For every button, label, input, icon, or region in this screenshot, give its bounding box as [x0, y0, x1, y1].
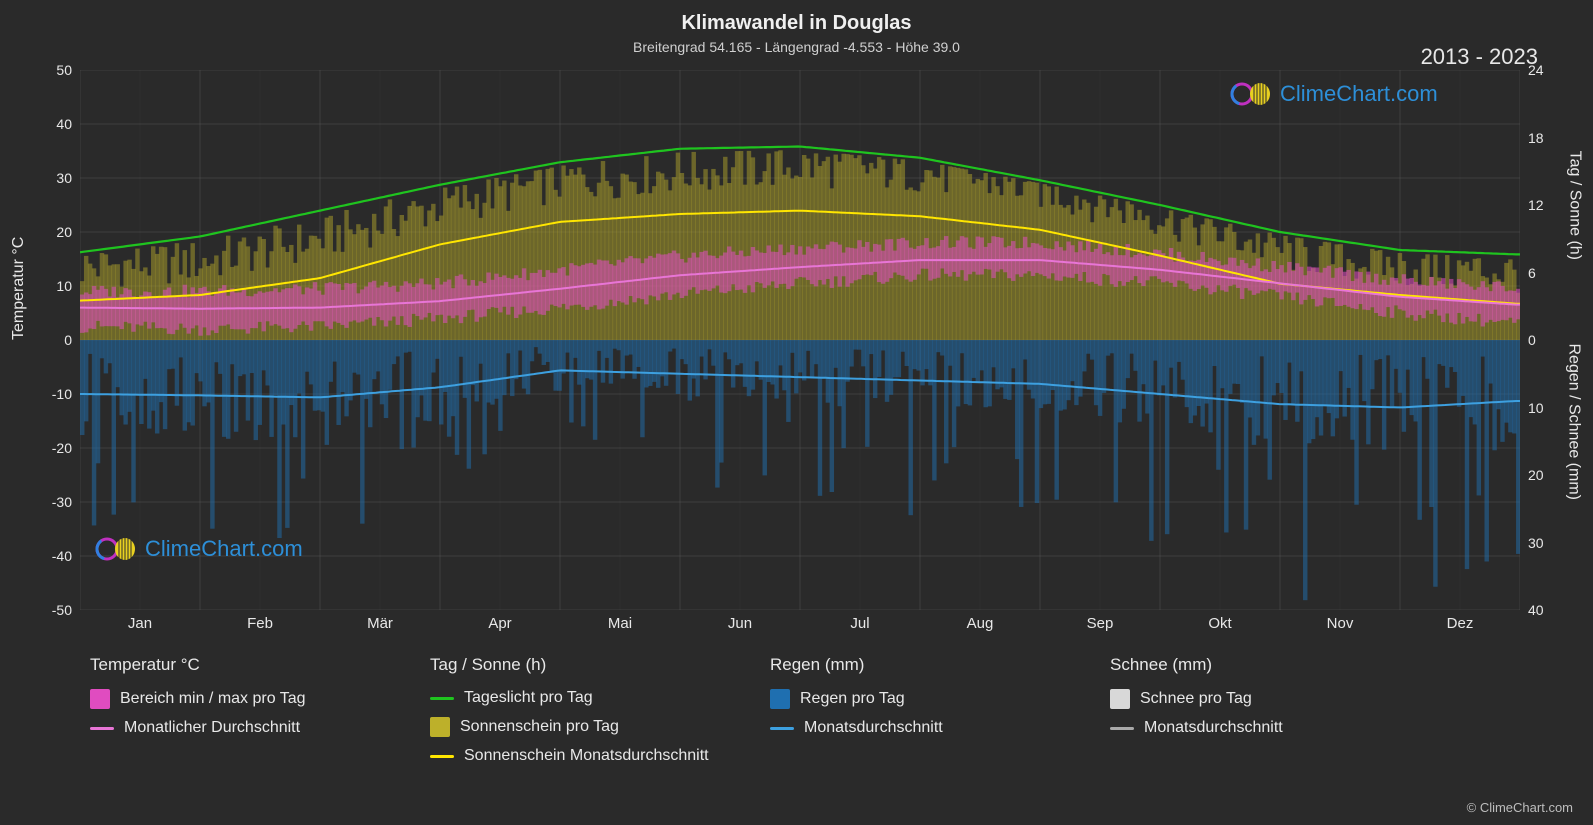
legend-item: Sonnenschein Monatsdurchschnitt: [430, 747, 730, 765]
legend-swatch: [1110, 689, 1130, 709]
legend-label: Monatsdurchschnitt: [804, 719, 943, 737]
y-right-tick: 24: [1528, 62, 1568, 78]
legend-label: Sonnenschein Monatsdurchschnitt: [464, 747, 709, 765]
watermark-text: ClimeChart.com: [145, 536, 303, 562]
legend-label: Regen pro Tag: [800, 690, 905, 708]
x-tick-label: Jun: [680, 615, 800, 635]
legend-col-sun: Tag / Sonne (h) Tageslicht pro Tag Sonnens…: [430, 655, 730, 765]
legend-swatch: [90, 727, 114, 730]
legend-swatch: [430, 717, 450, 737]
year-range-label: 2013 - 2023: [1421, 44, 1538, 70]
legend-swatch: [770, 727, 794, 730]
x-tick-label: Feb: [200, 615, 320, 635]
legend-label: Monatlicher Durchschnitt: [124, 719, 300, 737]
legend-swatch: [430, 697, 454, 700]
legend-swatch: [90, 689, 110, 709]
x-tick-label: Apr: [440, 615, 560, 635]
legend-swatch: [430, 755, 454, 758]
legend-item: Monatlicher Durchschnitt: [90, 719, 390, 737]
x-tick-label: Aug: [920, 615, 1040, 635]
legend-col-snow: Schnee (mm) Schnee pro Tag Monatsdurchschn…: [1110, 655, 1410, 765]
y-left-tick: 0: [32, 332, 72, 348]
legend-label: Schnee pro Tag: [1140, 690, 1252, 708]
legend-heading: Schnee (mm): [1110, 655, 1410, 675]
watermark-bottom: ClimeChart.com: [95, 535, 303, 563]
y-right-tick: 0: [1528, 332, 1568, 348]
x-tick-label: Jul: [800, 615, 920, 635]
y-right-tick: 6: [1528, 265, 1568, 281]
logo-icon: [1230, 80, 1272, 108]
y-right-tick: 18: [1528, 130, 1568, 146]
legend-swatch: [770, 689, 790, 709]
legend-label: Monatsdurchschnitt: [1144, 719, 1283, 737]
y-left-tick: 40: [32, 116, 72, 132]
climate-chart: Klimawandel in Douglas Breitengrad 54.16…: [0, 0, 1593, 825]
x-tick-label: Mai: [560, 615, 680, 635]
copyright-label: © ClimeChart.com: [1467, 800, 1573, 815]
legend-heading: Regen (mm): [770, 655, 1070, 675]
legend-heading: Temperatur °C: [90, 655, 390, 675]
watermark-top: ClimeChart.com: [1230, 80, 1438, 108]
x-tick-label: Mär: [320, 615, 440, 635]
plot-area: [80, 70, 1520, 610]
chart-title: Klimawandel in Douglas: [0, 0, 1593, 35]
y-axis-left-label: Temperatur °C: [10, 237, 28, 340]
legend-item: Schnee pro Tag: [1110, 689, 1410, 709]
y-left-tick: -10: [32, 386, 72, 402]
x-tick-label: Nov: [1280, 615, 1400, 635]
legend-swatch: [1110, 727, 1134, 730]
y-left-tick: -30: [32, 494, 72, 510]
x-tick-label: Okt: [1160, 615, 1280, 635]
legend-item: Tageslicht pro Tag: [430, 689, 730, 707]
legend-col-temperature: Temperatur °C Bereich min / max pro Tag Mo…: [90, 655, 390, 765]
y-right-tick: 12: [1528, 197, 1568, 213]
legend-item: Monatsdurchschnitt: [770, 719, 1070, 737]
y-left-tick: -50: [32, 602, 72, 618]
logo-icon: [95, 535, 137, 563]
y-left-tick: -40: [32, 548, 72, 564]
x-axis-labels: JanFebMärAprMaiJunJulAugSepOktNovDez: [80, 615, 1520, 635]
watermark-text: ClimeChart.com: [1280, 81, 1438, 107]
chart-subtitle: Breitengrad 54.165 - Längengrad -4.553 -…: [0, 35, 1593, 55]
legend-col-rain: Regen (mm) Regen pro Tag Monatsdurchschnit…: [770, 655, 1070, 765]
legend-label: Sonnenschein pro Tag: [460, 718, 619, 736]
y-right-tick: 20: [1528, 467, 1568, 483]
y-right-tick: 10: [1528, 400, 1568, 416]
y-left-tick: 10: [32, 278, 72, 294]
y-left-tick: 20: [32, 224, 72, 240]
legend-label: Tageslicht pro Tag: [464, 689, 593, 707]
y-left-tick: -20: [32, 440, 72, 456]
legend-item: Regen pro Tag: [770, 689, 1070, 709]
legend-item: Bereich min / max pro Tag: [90, 689, 390, 709]
legend-item: Monatsdurchschnitt: [1110, 719, 1410, 737]
y-left-tick: 30: [32, 170, 72, 186]
x-tick-label: Jan: [80, 615, 200, 635]
x-tick-label: Dez: [1400, 615, 1520, 635]
y-right-tick: 40: [1528, 602, 1568, 618]
legend-label: Bereich min / max pro Tag: [120, 690, 306, 708]
y-left-tick: 50: [32, 62, 72, 78]
plot-svg: [80, 70, 1520, 610]
legend-heading: Tag / Sonne (h): [430, 655, 730, 675]
legend-item: Sonnenschein pro Tag: [430, 717, 730, 737]
legend-area: Temperatur °C Bereich min / max pro Tag Mo…: [90, 655, 1530, 765]
x-tick-label: Sep: [1040, 615, 1160, 635]
y-right-tick: 30: [1528, 535, 1568, 551]
